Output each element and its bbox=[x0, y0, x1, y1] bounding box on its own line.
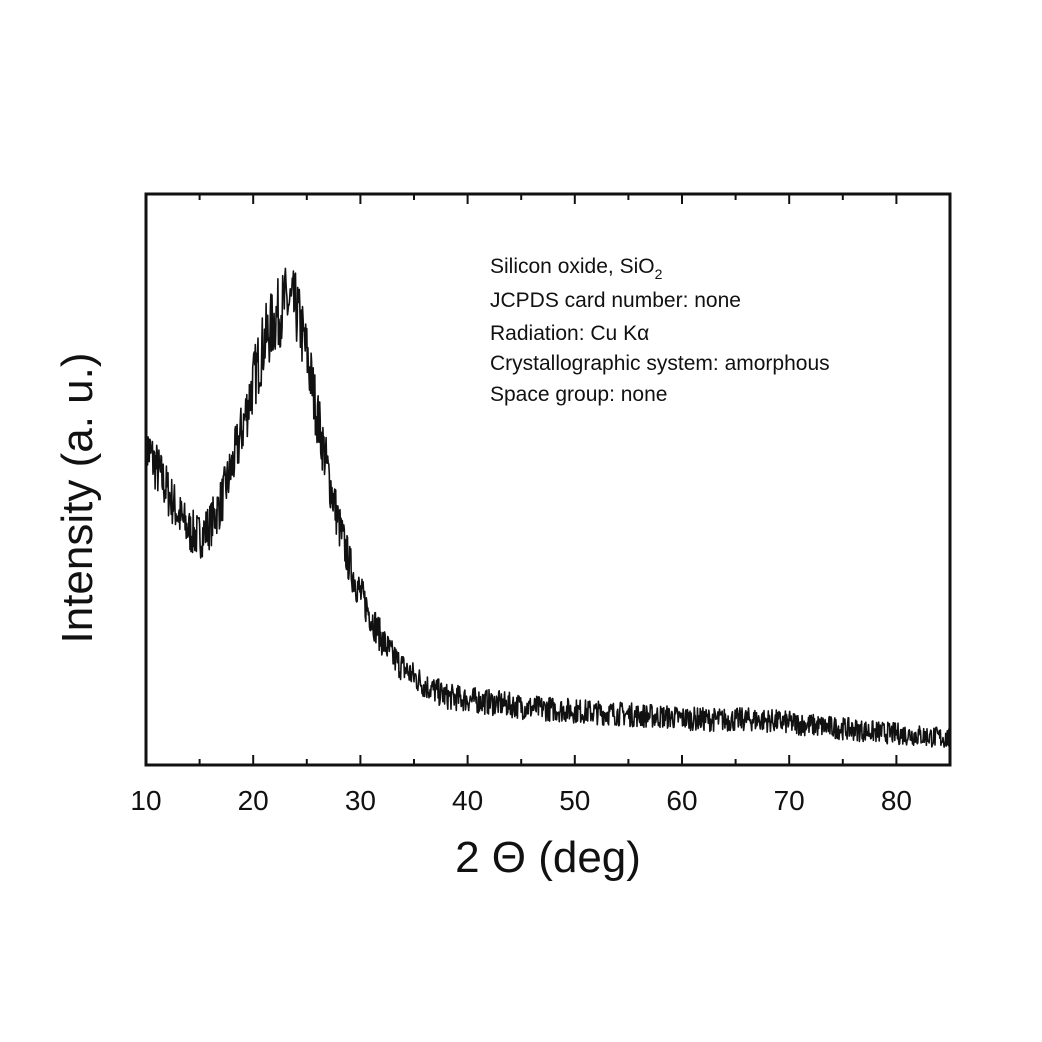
x-tick-label: 40 bbox=[452, 785, 483, 816]
annotation-line-1: Silicon oxide, SiO2 bbox=[490, 255, 663, 282]
y-axis-title: Intensity (a. u.) bbox=[53, 352, 102, 643]
annotation-block: Silicon oxide, SiO2 JCPDS card number: n… bbox=[490, 255, 830, 406]
x-ticks bbox=[145, 194, 951, 765]
x-tick-label: 60 bbox=[666, 785, 697, 816]
x-tick-label: 50 bbox=[559, 785, 590, 816]
x-tick-label: 30 bbox=[345, 785, 376, 816]
annotation-line-4: Crystallographic system: amorphous bbox=[490, 352, 830, 375]
x-tick-label: 70 bbox=[774, 785, 805, 816]
annotation-line-5: Space group: none bbox=[490, 383, 667, 406]
x-tick-labels: 10 20 30 40 50 60 70 80 bbox=[130, 785, 912, 816]
series-line bbox=[145, 267, 951, 748]
x-axis-title: 2 Θ (deg) bbox=[455, 833, 641, 882]
annotation-line-2: JCPDS card number: none bbox=[490, 289, 741, 312]
x-tick-label: 20 bbox=[238, 785, 269, 816]
annotation-line-3: Radiation: Cu Kα bbox=[490, 322, 649, 345]
x-tick-label: 10 bbox=[130, 785, 161, 816]
x-tick-label: 80 bbox=[881, 785, 912, 816]
plot-frame bbox=[144, 192, 952, 767]
